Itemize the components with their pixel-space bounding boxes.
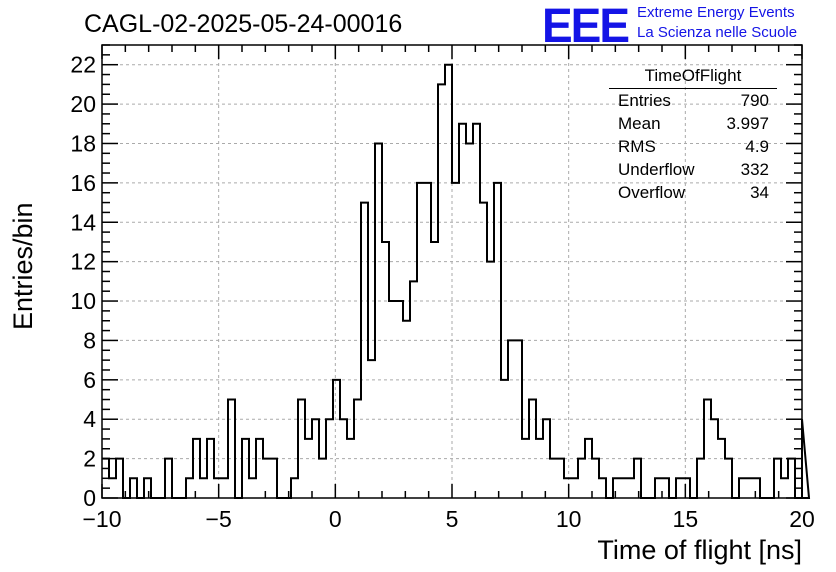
eee-logo: EEE [542, 0, 630, 53]
y-tick-label: 8 [83, 327, 96, 353]
axis-ticks [101, 44, 803, 499]
stats-label: Overflow [618, 183, 686, 202]
x-tick-label: 15 [673, 506, 699, 532]
x-tick-label: 20 [789, 506, 815, 532]
y-tick-label: 22 [70, 52, 96, 78]
y-tick-label: 20 [70, 91, 96, 117]
y-axis-label: Entries/bin [8, 202, 38, 330]
y-tick-label: 4 [83, 406, 96, 432]
y-tick-label: 18 [70, 130, 96, 156]
y-tick-label: 6 [83, 367, 96, 393]
axis-tick-labels: −10 −5 0 5 10 15 20 0 2 4 6 8 10 12 14 16 18 20 22 [70, 52, 814, 532]
stats-title: TimeOfFlight [609, 66, 777, 89]
x-axis-label: Time of flight [ns] [597, 535, 802, 565]
chart-title: CAGL-02-2025-05-24-00016 [84, 10, 403, 38]
stats-row-rms: RMS 4.9 [609, 135, 777, 158]
stats-label: Entries [618, 91, 671, 110]
stats-row-entries: Entries 790 [609, 89, 777, 112]
y-tick-label: 16 [70, 170, 96, 196]
y-tick-label: 14 [70, 209, 96, 235]
x-tick-label: 5 [446, 506, 459, 532]
stats-label: RMS [618, 137, 656, 156]
stats-value: 332 [740, 160, 769, 179]
stats-value: 3.997 [726, 114, 769, 133]
stats-row-overflow: Overflow 34 [609, 181, 777, 204]
y-tick-label: 0 [83, 485, 96, 511]
stats-value: 34 [750, 183, 769, 202]
x-tick-label: 10 [556, 506, 582, 532]
stats-row-mean: Mean 3.997 [609, 112, 777, 135]
y-tick-label: 12 [70, 249, 96, 275]
logo-line-1: Extreme Energy Events [637, 4, 795, 21]
stats-value: 4.9 [745, 137, 769, 156]
stats-label: Underflow [618, 160, 695, 179]
x-tick-label: −5 [206, 506, 232, 532]
x-tick-label: 0 [329, 506, 342, 532]
x-tick-label: −10 [82, 506, 121, 532]
stats-box: TimeOfFlight Entries 790 Mean 3.997 RMS … [609, 66, 777, 204]
y-tick-label: 2 [83, 446, 96, 472]
stats-label: Mean [618, 114, 661, 133]
logo-line-2: La Scienza nelle Scuole [637, 24, 798, 41]
y-tick-label: 10 [70, 288, 96, 314]
stats-value: 790 [740, 91, 769, 110]
stats-row-underflow: Underflow 332 [609, 158, 777, 181]
